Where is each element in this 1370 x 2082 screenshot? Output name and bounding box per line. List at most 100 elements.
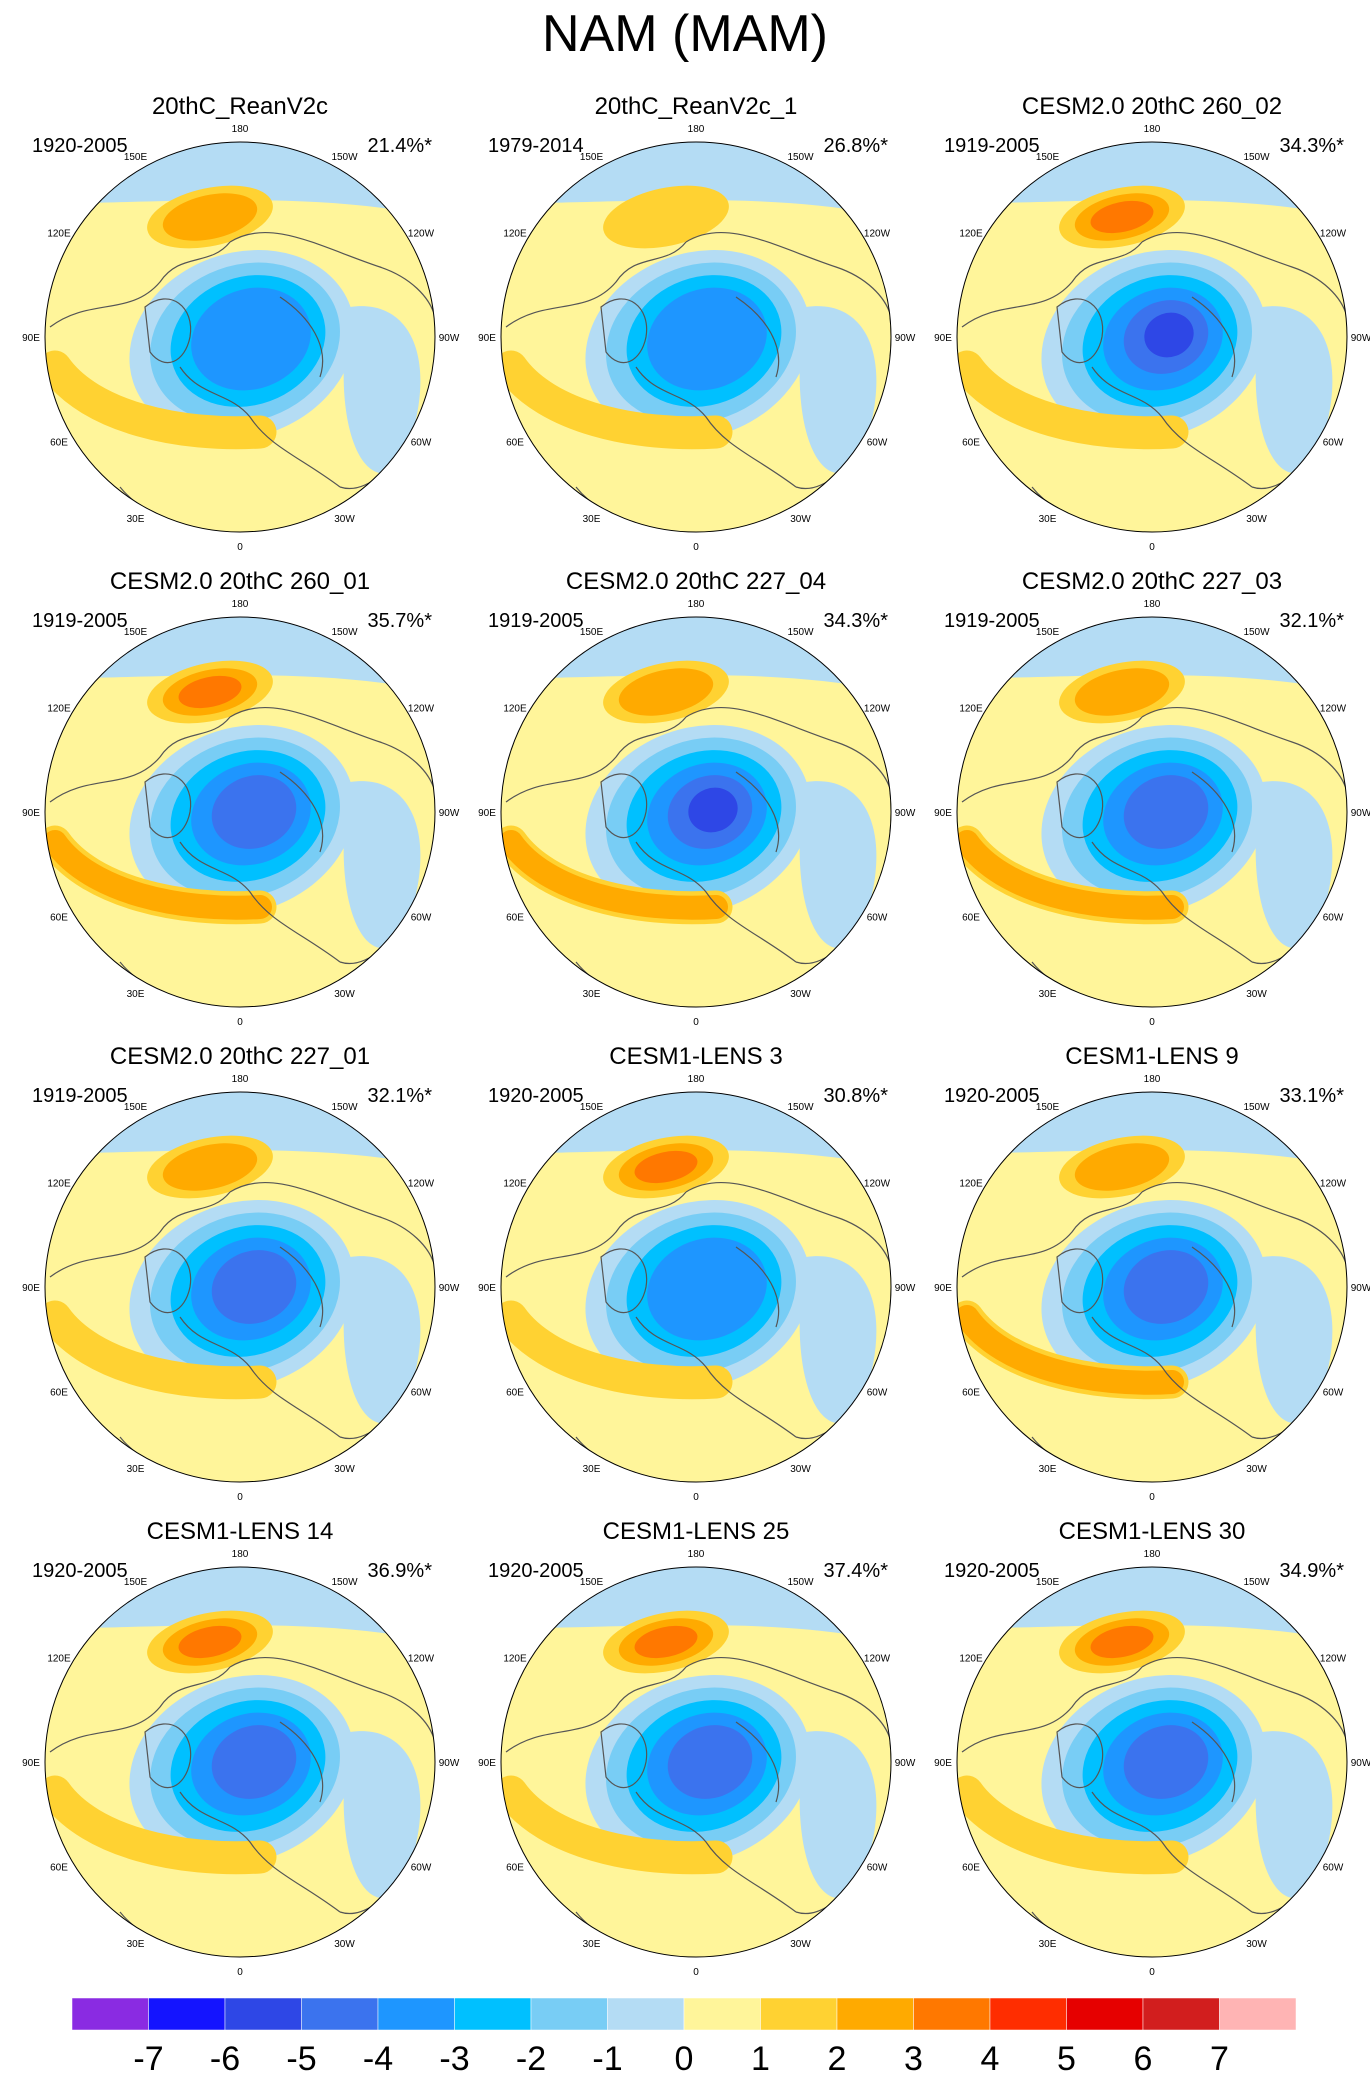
- coastline: [735, 771, 780, 853]
- longitude-label: 90W: [895, 333, 916, 344]
- colorbar-tick-label: 7: [1210, 2040, 1229, 2078]
- contour-band-low: [1123, 1250, 1209, 1324]
- longitude-label: 90W: [1351, 333, 1370, 344]
- longitude-label: 180: [1144, 1549, 1161, 1560]
- map-panel: 180 150W 150E 120W 120E 90W 90E 60W 60E 30W 30E 0 CE…: [476, 567, 916, 1027]
- longitude-label: 90W: [895, 1283, 916, 1294]
- coastline: [600, 1723, 648, 1789]
- longitude-label: 30W: [1246, 1939, 1267, 1950]
- colorbar-swatch: [1142, 1998, 1220, 2031]
- longitude-label: 180: [232, 1549, 249, 1560]
- map-border: [44, 1566, 436, 1958]
- longitude-label: 90W: [1351, 1758, 1370, 1769]
- longitude-label: 150E: [580, 1102, 604, 1113]
- panel-period: 1920-2005: [32, 1560, 128, 1582]
- longitude-label: 30W: [334, 1939, 355, 1950]
- longitude-label: 150W: [331, 627, 358, 638]
- map-panel: 180 150W 150E 120W 120E 90W 90E 60W 60E 30W 30E 0 CE…: [932, 567, 1370, 1027]
- panel-period: 1920-2005: [32, 135, 128, 157]
- coastline: [635, 1316, 797, 1438]
- longitude-label: 120E: [503, 229, 527, 240]
- contour-band-negative: [1255, 1256, 1333, 1424]
- contour-band-low: [688, 787, 738, 833]
- contour-band-pacific-high: [634, 1625, 698, 1659]
- longitude-label: 30E: [1039, 1464, 1057, 1475]
- coastline: [961, 716, 1143, 803]
- longitude-label: 90W: [439, 1758, 460, 1769]
- longitude-label: 150E: [580, 152, 604, 163]
- map-border: [956, 616, 1348, 1008]
- longitude-label: 150W: [787, 152, 814, 163]
- panel-title: CESM2.0 20thC 260_02: [1021, 93, 1283, 120]
- longitude-label: 90E: [934, 333, 952, 344]
- longitude-label: 0: [693, 542, 699, 552]
- longitude-label: 150E: [580, 627, 604, 638]
- coastline: [685, 1657, 891, 1743]
- coastline: [600, 773, 648, 839]
- coastline: [279, 1721, 324, 1803]
- contour-band-negative: [1255, 306, 1333, 474]
- coastline: [179, 366, 341, 488]
- colorbar-tick-label: 6: [1134, 2040, 1153, 2078]
- longitude-label: 150W: [1243, 627, 1270, 638]
- colorbar-tick-label: -7: [133, 2040, 163, 2078]
- panel-title: CESM1-LENS 9: [1065, 1043, 1239, 1070]
- longitude-label: 150E: [1036, 152, 1060, 163]
- longitude-label: 90E: [934, 808, 952, 819]
- longitude-label: 120E: [47, 229, 71, 240]
- contour-band-low: [211, 775, 297, 849]
- coastline: [144, 1723, 192, 1789]
- longitude-label: 60E: [962, 1388, 980, 1399]
- contour-band-negative: [799, 781, 877, 949]
- polar-map: 180 150W 150E 120W 120E 90W 90E 60W 60E 30W 30E 0: [22, 599, 460, 1027]
- longitude-label: 180: [232, 124, 249, 135]
- longitude-label: 30W: [790, 1939, 811, 1950]
- coastline: [685, 232, 891, 318]
- longitude-label: 150W: [331, 1577, 358, 1588]
- longitude-label: 30W: [790, 514, 811, 525]
- longitude-label: 30E: [583, 989, 601, 1000]
- longitude-label: 90W: [895, 1758, 916, 1769]
- longitude-label: 120W: [408, 1179, 435, 1190]
- longitude-label: 60W: [1323, 1388, 1344, 1399]
- polar-map: 180 150W 150E 120W 120E 90W 90E 60W 60E 30W 30E 0: [22, 1549, 460, 1977]
- coastline: [505, 716, 687, 803]
- longitude-label: 30E: [1039, 514, 1057, 525]
- map-panel: 180 150W 150E 120W 120E 90W 90E 60W 60E 30W 30E 0 20…: [476, 92, 916, 552]
- contour-band-negative: [343, 306, 421, 474]
- coastline: [600, 298, 648, 364]
- coastline: [635, 1791, 797, 1913]
- colorbar-swatch: [989, 1998, 1067, 2031]
- colorbar-tick-label: 1: [751, 2040, 770, 2078]
- coastline: [49, 1666, 231, 1753]
- contour-band-pacific-high: [162, 193, 258, 241]
- contour-band-negative: [1255, 781, 1333, 949]
- contour-band-pacific-high: [603, 185, 729, 249]
- polar-map: 180 150W 150E 120W 120E 90W 90E 60W 60E 30W 30E 0: [478, 1549, 916, 1977]
- longitude-label: 120E: [959, 704, 983, 715]
- longitude-label: 0: [1149, 1492, 1155, 1502]
- colorbar-swatch: [836, 1998, 914, 2031]
- longitude-label: 180: [232, 599, 249, 610]
- panel-period: 1919-2005: [944, 135, 1040, 157]
- contour-band-negative: [1255, 1731, 1333, 1899]
- colorbar-tick-label: -1: [592, 2040, 622, 2078]
- panel-explained-variance: 21.4%*: [367, 135, 433, 157]
- coastline: [1191, 296, 1236, 378]
- longitude-label: 120E: [47, 704, 71, 715]
- coastline: [961, 241, 1143, 328]
- colorbar-tick-label: -4: [363, 2040, 393, 2078]
- longitude-label: 150W: [1243, 1577, 1270, 1588]
- longitude-label: 0: [237, 1017, 243, 1027]
- longitude-label: 150E: [1036, 627, 1060, 638]
- coastline: [1091, 841, 1253, 963]
- contour-band-atlantic-high: [957, 830, 1184, 920]
- coastline: [635, 841, 797, 963]
- longitude-label: 90E: [478, 1283, 496, 1294]
- panel-period: 1919-2005: [488, 610, 584, 632]
- colorbar-swatch: [913, 1998, 991, 2031]
- longitude-label: 120W: [864, 229, 891, 240]
- longitude-label: 0: [693, 1492, 699, 1502]
- contour-band-pacific-high: [162, 1143, 258, 1191]
- longitude-label: 0: [237, 1492, 243, 1502]
